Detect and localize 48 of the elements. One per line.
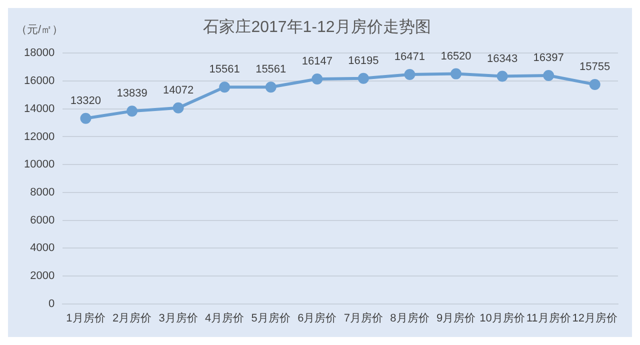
data-label: 13839 xyxy=(116,88,148,100)
x-tick-label: 10月房价 xyxy=(480,311,525,324)
x-tick-label: 4月房价 xyxy=(205,311,244,324)
data-label: 16520 xyxy=(440,50,472,62)
point xyxy=(126,106,138,117)
data-label: 16471 xyxy=(394,51,426,64)
point xyxy=(312,74,323,84)
y-tick-label: 14000 xyxy=(24,102,55,115)
x-tick-label: 8月房价 xyxy=(390,311,430,324)
data-label: 16147 xyxy=(302,56,332,68)
x-tick-label: 7月房价 xyxy=(344,311,383,324)
y-tick-label: 12000 xyxy=(24,130,55,143)
y-tick-label: 6000 xyxy=(30,214,55,226)
y-tick-label: 0 xyxy=(48,298,55,310)
point xyxy=(358,72,369,84)
data-label: 14072 xyxy=(163,84,194,96)
data-label: 16343 xyxy=(486,52,518,65)
x-tick-label: 2月房价 xyxy=(112,311,152,324)
x-tick-label: 12月房价 xyxy=(572,311,618,324)
x-tick-label: 1月房价 xyxy=(66,311,106,324)
point xyxy=(219,82,230,93)
point xyxy=(589,78,600,90)
x-tick-label: 3月房价 xyxy=(158,311,198,324)
y-tick-label: 2000 xyxy=(30,270,55,282)
x-tick-label: 6月房价 xyxy=(298,311,337,324)
point xyxy=(404,68,416,80)
point xyxy=(543,70,554,82)
point xyxy=(496,70,508,82)
y-axis-title: （元/㎡） xyxy=(16,24,64,36)
y-tick-label: 4000 xyxy=(30,242,55,254)
x-tick-label: 9月房价 xyxy=(436,311,476,324)
point xyxy=(265,82,276,93)
point xyxy=(172,102,184,114)
x-tick-label: 11月房价 xyxy=(526,311,571,324)
y-tick-label: 16000 xyxy=(24,75,55,88)
data-label: 15561 xyxy=(256,64,286,76)
data-label: 16397 xyxy=(533,52,564,64)
x-tick-label: 5月房价 xyxy=(251,311,290,324)
point xyxy=(450,68,462,80)
y-tick-label: 10000 xyxy=(24,158,55,171)
point xyxy=(80,112,92,124)
chart-title: 石家庄2017年1-12月房价走势图 xyxy=(203,18,431,36)
data-label: 16195 xyxy=(348,54,379,67)
y-tick-label: 8000 xyxy=(30,186,55,198)
data-label: 13320 xyxy=(70,94,102,107)
data-label: 15561 xyxy=(209,64,240,76)
data-label: 15755 xyxy=(580,60,610,73)
y-tick-label: 18000 xyxy=(24,47,55,60)
